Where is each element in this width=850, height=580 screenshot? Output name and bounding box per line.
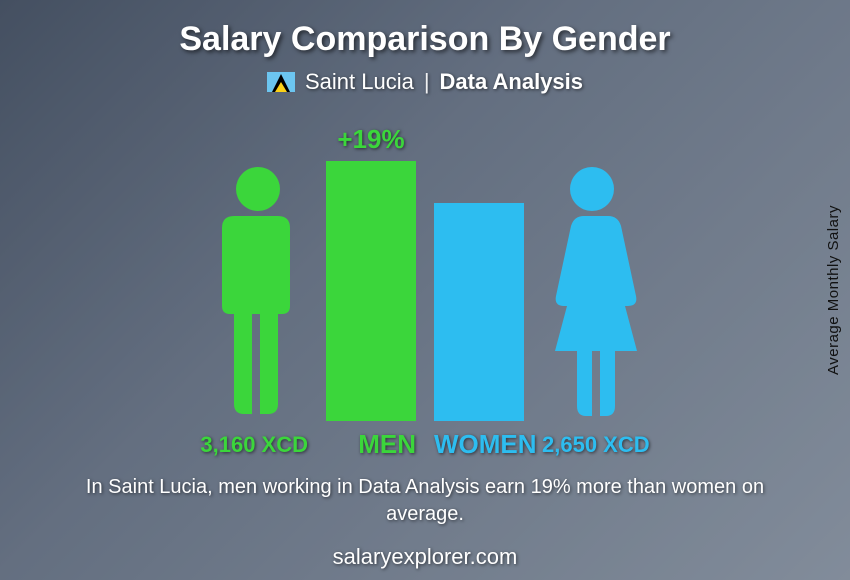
y-axis-label: Average Monthly Salary — [825, 205, 842, 375]
subtitle: Saint Lucia | Data Analysis — [267, 69, 583, 95]
job-label: Data Analysis — [440, 69, 583, 95]
men-icon-col — [208, 161, 308, 421]
percent-diff-label: +19% — [337, 124, 404, 155]
women-bar-col — [434, 203, 524, 421]
women-salary: 2,650 XCD — [542, 432, 672, 458]
page-title: Salary Comparison By Gender — [179, 20, 670, 59]
women-label: WOMEN — [434, 429, 524, 460]
men-salary: 3,160 XCD — [178, 432, 308, 458]
men-bar — [326, 161, 416, 421]
women-icon-col — [542, 161, 642, 421]
men-label: MEN — [326, 429, 416, 460]
flag-icon — [267, 72, 295, 92]
women-bar — [434, 203, 524, 421]
woman-icon — [542, 161, 642, 421]
footer-link: salaryexplorer.com — [333, 544, 518, 570]
men-bar-col: +19% — [326, 124, 416, 421]
separator: | — [424, 69, 430, 95]
description: In Saint Lucia, men working in Data Anal… — [45, 474, 805, 528]
man-icon — [208, 161, 308, 421]
country-label: Saint Lucia — [305, 69, 414, 95]
chart-area: +19% — [40, 105, 810, 421]
labels-row: 3,160 XCD MEN WOMEN 2,650 XCD — [40, 429, 810, 460]
